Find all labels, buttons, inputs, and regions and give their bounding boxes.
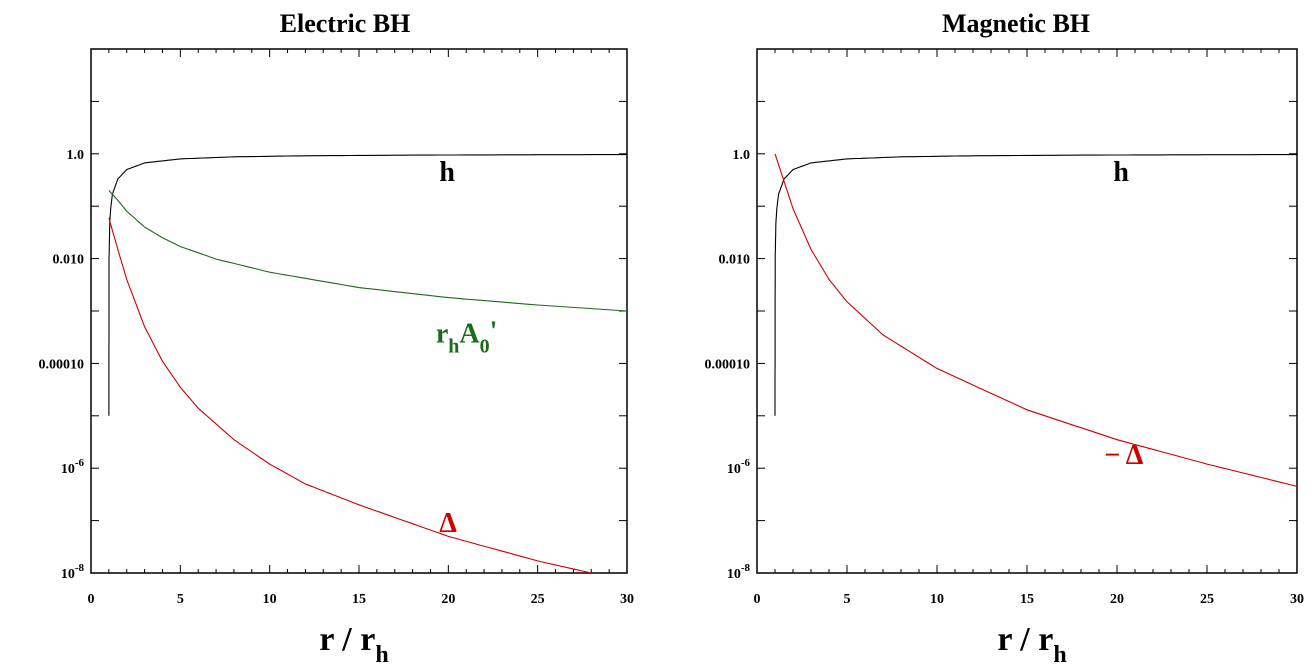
x-axis-label: r / rh: [997, 621, 1066, 667]
chart-title: Electric BH: [280, 9, 411, 38]
x-tick-label: 30: [620, 592, 634, 607]
x-tick-label: 30: [1290, 592, 1304, 607]
electric-bh-chart: Electric BH 0 5 10 15 20 25 30 1.0 0.010 0.00010 10…: [39, 9, 635, 667]
curve-label: rhA0': [436, 317, 498, 358]
curve-label: h: [1113, 157, 1129, 188]
y-tick-label: 0.010: [719, 253, 751, 268]
series-line: [108, 154, 627, 416]
electric-bh-panel: Electric BH 0 5 10 15 20 25 30 1.0 0.010 0.00010 10…: [39, 9, 635, 667]
magnetic-bh-panel: Magnetic BH 0 5 10 15 20 25 30 1.0 0.010 0.00010 10…: [656, 0, 1312, 667]
series-line: [774, 154, 1297, 416]
x-ticks: [90, 49, 628, 573]
y-tick-label: 0.00010: [705, 357, 751, 372]
x-tick-label: 5: [844, 592, 851, 607]
y-tick-label: 1.0: [67, 148, 85, 163]
x-tick-label: 10: [263, 592, 277, 607]
x-axis-label: r / rh: [319, 621, 388, 667]
x-tick-label: 20: [1110, 592, 1124, 607]
x-ticks: [756, 49, 1298, 573]
y-ticks: [757, 48, 1297, 574]
series-line: [108, 190, 627, 312]
curve-label: − Δ: [1104, 440, 1143, 471]
y-tick-label: 10-8: [727, 562, 751, 582]
y-tick-label: 0.010: [53, 253, 85, 268]
y-tick-label: 0.00010: [39, 357, 85, 372]
x-tick-label: 15: [1020, 592, 1034, 607]
y-tick-label: 1.0: [733, 148, 751, 163]
curve-label: Δ: [439, 508, 457, 539]
y-tick-label: 10-6: [727, 457, 751, 477]
x-tick-label: 25: [1200, 592, 1214, 607]
series-line: [774, 153, 1297, 487]
x-tick-label: 15: [352, 592, 366, 607]
magnetic-bh-chart: Magnetic BH 0 5 10 15 20 25 30 1.0 0.010 0.00010 10…: [705, 9, 1305, 667]
y-ticks: [91, 48, 627, 574]
series-line: [108, 217, 594, 573]
y-tick-label: 10-6: [61, 457, 85, 477]
x-tick-label: 0: [88, 592, 95, 607]
y-tick-label: 10-8: [61, 562, 85, 582]
chart-title: Magnetic BH: [942, 9, 1090, 38]
x-tick-label: 10: [930, 592, 944, 607]
plot-frame: [756, 48, 1298, 574]
x-tick-label: 25: [531, 592, 545, 607]
curve-label: h: [439, 157, 455, 188]
x-tick-label: 20: [441, 592, 455, 607]
x-tick-label: 5: [177, 592, 184, 607]
plot-frame: [90, 48, 628, 574]
x-tick-label: 0: [754, 592, 761, 607]
